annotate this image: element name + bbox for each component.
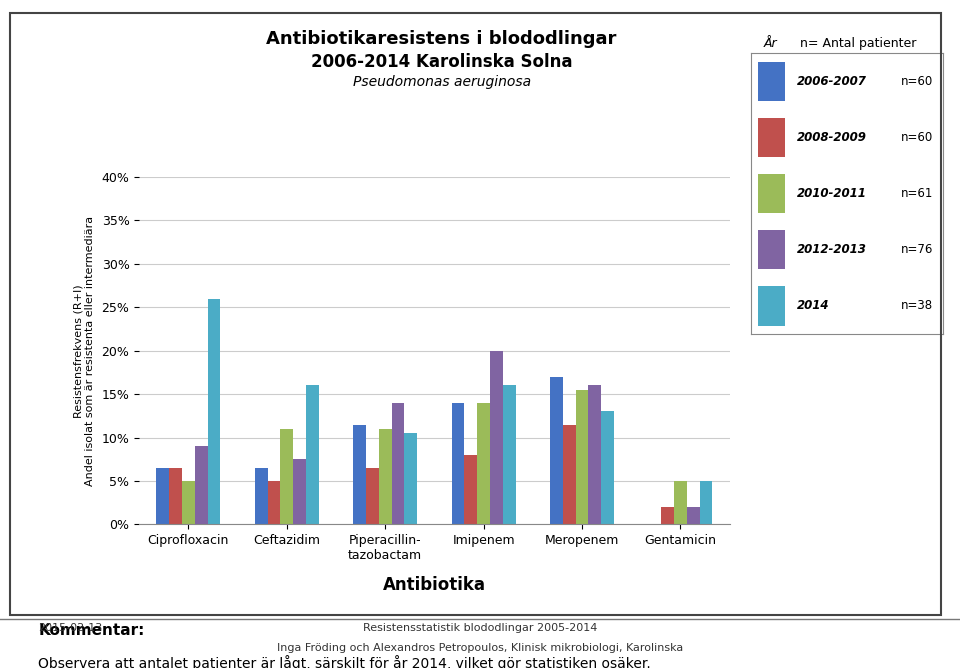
Bar (366, 468, 379, 524)
Bar (353, 425, 366, 524)
Text: Observera att antalet patienter är lågt, särskilt för år 2014, vilket gör statis: Observera att antalet patienter är lågt,… (38, 655, 651, 668)
Text: 2006-2014 Karolinska Solna: 2006-2014 Karolinska Solna (311, 53, 572, 71)
FancyBboxPatch shape (758, 62, 785, 101)
Bar (576, 390, 588, 524)
Bar (169, 468, 182, 524)
Bar (254, 468, 268, 524)
Bar (379, 429, 392, 524)
Bar (280, 429, 293, 524)
Text: Kommentar:: Kommentar: (38, 623, 145, 637)
Text: Resistensstatistik blododlingar 2005-2014: Resistensstatistik blododlingar 2005-201… (363, 623, 597, 633)
Bar (700, 481, 712, 524)
Text: Antibiotikaresistens i blododlingar: Antibiotikaresistens i blododlingar (267, 30, 616, 48)
Bar (465, 455, 477, 524)
Bar (490, 351, 503, 524)
Bar (550, 377, 563, 524)
Bar (601, 411, 614, 524)
Bar (674, 481, 686, 524)
Bar (451, 403, 465, 524)
Bar (588, 385, 601, 524)
Text: n=38: n=38 (900, 299, 932, 313)
Text: 2015-02-13: 2015-02-13 (38, 623, 103, 633)
Text: 2008-2009: 2008-2009 (797, 131, 867, 144)
Bar (207, 299, 221, 524)
FancyBboxPatch shape (758, 174, 785, 213)
Bar (661, 507, 674, 524)
Bar (563, 425, 576, 524)
Text: Pseudomonas aeruginosa: Pseudomonas aeruginosa (352, 75, 531, 89)
Bar (182, 481, 195, 524)
Bar (477, 403, 490, 524)
FancyBboxPatch shape (758, 287, 785, 325)
Text: 2010-2011: 2010-2011 (797, 187, 867, 200)
Bar (392, 403, 404, 524)
Bar (195, 446, 207, 524)
Text: n=60: n=60 (900, 75, 933, 88)
Text: n= Antal patienter: n= Antal patienter (800, 37, 916, 49)
Text: 2006-2007: 2006-2007 (797, 75, 867, 88)
Bar (686, 507, 700, 524)
Text: n=76: n=76 (900, 243, 933, 257)
Text: 2012-2013: 2012-2013 (797, 243, 867, 257)
Y-axis label: Resistensfrekvens (R+I)
Andel isolat som är resistenta eller intermediära: Resistensfrekvens (R+I) Andel isolat som… (73, 216, 95, 486)
Bar (306, 385, 319, 524)
Bar (404, 433, 418, 524)
Text: 2014: 2014 (797, 299, 829, 313)
FancyBboxPatch shape (758, 118, 785, 157)
FancyBboxPatch shape (758, 230, 785, 269)
Text: n=60: n=60 (900, 131, 933, 144)
Bar (268, 481, 280, 524)
Bar (156, 468, 169, 524)
Text: År: År (763, 37, 777, 49)
Text: Inga Fröding och Alexandros Petropoulos, Klinisk mikrobiologi, Karolinska: Inga Fröding och Alexandros Petropoulos,… (276, 643, 684, 653)
Bar (503, 385, 516, 524)
Text: n=61: n=61 (900, 187, 933, 200)
X-axis label: Antibiotika: Antibiotika (383, 576, 486, 594)
Bar (293, 460, 306, 524)
